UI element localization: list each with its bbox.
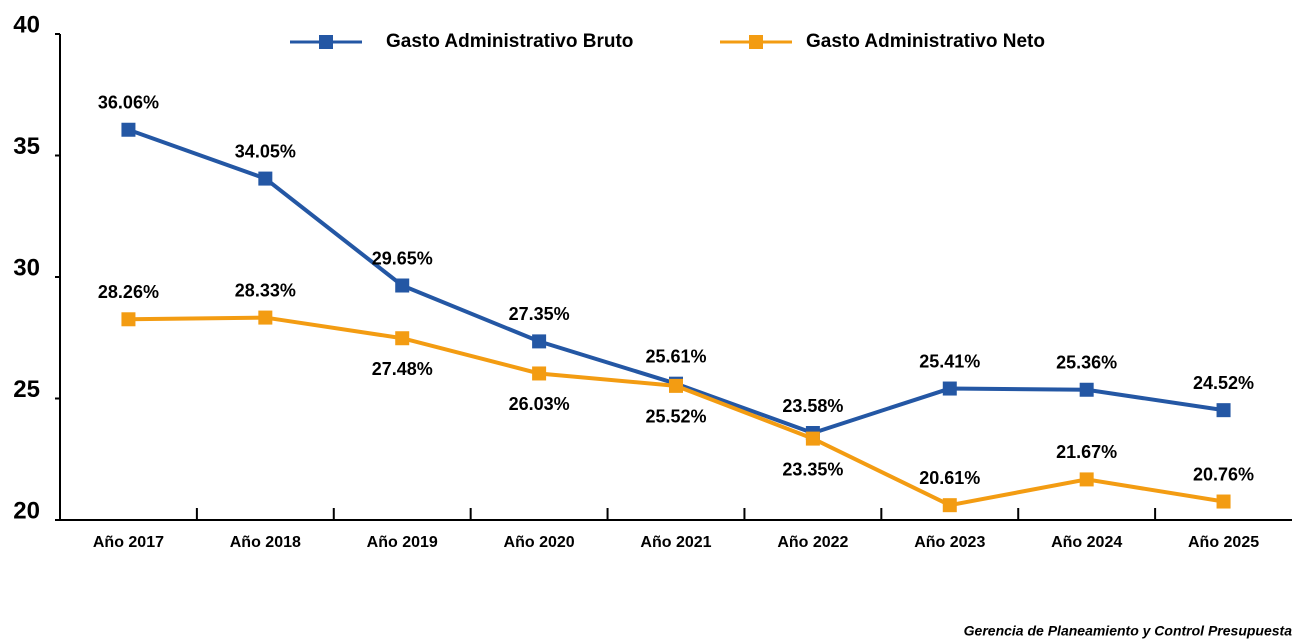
legend-label: Gasto Administrativo Neto bbox=[806, 31, 1045, 52]
x-tick-label: Año 2019 bbox=[367, 534, 438, 551]
x-tick-label: Año 2022 bbox=[777, 534, 848, 551]
marker bbox=[1216, 494, 1231, 509]
y-tick-label: 30 bbox=[13, 254, 40, 281]
data-label: 21.67% bbox=[1056, 442, 1117, 462]
marker bbox=[805, 431, 820, 446]
data-label: 20.61% bbox=[919, 468, 980, 488]
marker bbox=[942, 498, 957, 513]
marker bbox=[942, 381, 957, 396]
data-label: 23.58% bbox=[782, 396, 843, 416]
y-tick-label: 40 bbox=[13, 11, 40, 38]
x-tick-label: Año 2021 bbox=[640, 534, 711, 551]
legend-marker bbox=[749, 35, 763, 49]
data-label: 25.52% bbox=[645, 407, 706, 427]
data-label: 34.05% bbox=[235, 141, 296, 161]
data-label: 36.06% bbox=[98, 92, 159, 112]
data-label: 25.41% bbox=[919, 351, 980, 371]
x-tick-label: Año 2024 bbox=[1051, 534, 1122, 551]
marker bbox=[121, 312, 136, 327]
marker bbox=[532, 334, 547, 349]
x-tick-label: Año 2018 bbox=[230, 534, 301, 551]
data-label: 25.36% bbox=[1056, 353, 1117, 373]
x-tick-label: Año 2020 bbox=[504, 534, 575, 551]
y-tick-label: 25 bbox=[13, 376, 40, 403]
marker bbox=[121, 122, 136, 137]
data-label: 28.33% bbox=[235, 280, 296, 300]
marker bbox=[258, 310, 273, 325]
data-label: 24.52% bbox=[1193, 373, 1254, 393]
y-tick-label: 35 bbox=[13, 133, 40, 160]
legend-marker bbox=[319, 35, 333, 49]
data-label: 27.48% bbox=[372, 359, 433, 379]
data-label: 28.26% bbox=[98, 282, 159, 302]
data-label: 20.76% bbox=[1193, 464, 1254, 484]
marker bbox=[258, 171, 273, 186]
marker bbox=[1079, 472, 1094, 487]
x-tick-label: Año 2025 bbox=[1188, 534, 1259, 551]
x-tick-label: Año 2017 bbox=[93, 534, 164, 551]
marker bbox=[395, 331, 410, 346]
marker bbox=[532, 366, 547, 381]
data-label: 26.03% bbox=[509, 394, 570, 414]
data-label: 29.65% bbox=[372, 248, 433, 268]
data-label: 25.61% bbox=[645, 346, 706, 366]
y-tick-label: 20 bbox=[13, 497, 40, 524]
data-label: 23.35% bbox=[782, 459, 843, 479]
marker bbox=[1079, 382, 1094, 397]
source-note: Gerencia de Planeamiento y Control Presu… bbox=[964, 623, 1293, 639]
data-label: 27.35% bbox=[509, 304, 570, 324]
marker bbox=[669, 378, 683, 393]
x-tick-label: Año 2023 bbox=[914, 534, 985, 551]
marker bbox=[395, 278, 410, 293]
legend-label: Gasto Administrativo Bruto bbox=[386, 31, 633, 52]
marker bbox=[1216, 403, 1231, 418]
